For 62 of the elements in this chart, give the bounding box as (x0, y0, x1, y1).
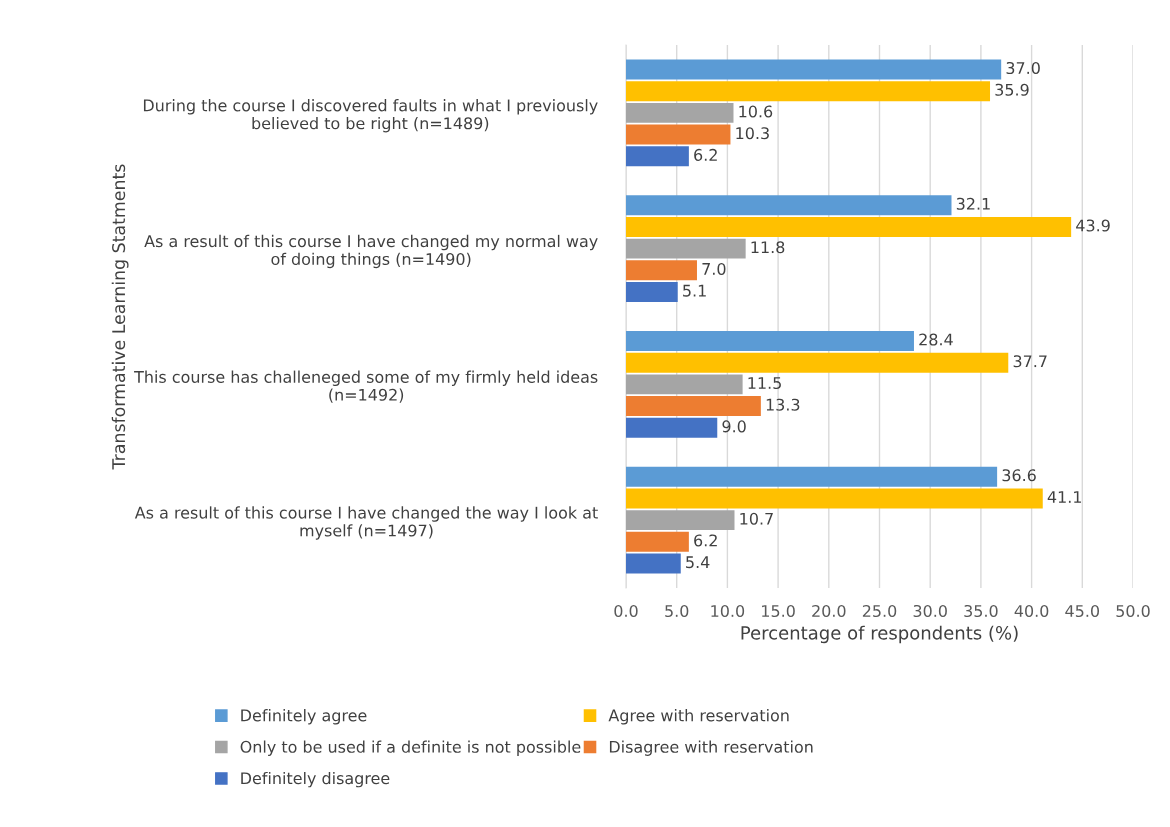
bar (626, 553, 681, 574)
x-tick-label: 50.0 (1116, 604, 1150, 618)
y-tick-label: As a result of this course I have changed the way I look at myself (n=1497) (134, 506, 598, 540)
x-tick-label: 30.0 (913, 604, 947, 618)
bar (626, 81, 991, 102)
data-label: 13.3 (766, 398, 800, 411)
legend-label: Agree with reservation (608, 709, 789, 725)
bar (626, 466, 998, 487)
bar (626, 260, 697, 281)
data-label: 35.9 (995, 83, 1029, 96)
x-tick-label: 5.0 (665, 604, 689, 618)
x-tick-label: 0.0 (614, 604, 638, 618)
bar (626, 352, 1009, 373)
legend-label: Definitely disagree (241, 771, 390, 788)
data-label: 37.0 (1006, 61, 1040, 75)
x-tick-label: 45.0 (1065, 604, 1100, 618)
data-label: 5.1 (683, 284, 706, 297)
y-axis-title: Transformative Learning Statments (111, 164, 129, 470)
x-tick-label: 15.0 (762, 604, 795, 618)
legend-label: Disagree with reservation (609, 740, 813, 756)
bar (626, 195, 952, 216)
bar (626, 510, 735, 531)
x-tick-label: 20.0 (812, 604, 846, 618)
data-label: 7.0 (702, 262, 726, 275)
data-label: 37.7 (1013, 355, 1047, 368)
legend-label: Only to be used if a definite is not possible (240, 740, 581, 756)
data-label: 6.2 (694, 534, 717, 547)
data-label: 10.7 (740, 512, 773, 525)
data-label: 43.9 (1076, 219, 1110, 232)
data-label: 41.1 (1047, 491, 1082, 503)
data-label: 32.1 (956, 197, 990, 210)
data-label: 5.4 (686, 556, 710, 569)
data-label: 36.6 (1002, 469, 1036, 482)
x-tick-label: 40.0 (1014, 604, 1049, 618)
data-label: 28.4 (919, 333, 953, 346)
bar (626, 488, 1043, 509)
y-tick-label: During the course I discovered faults in what I previously believed to be right (n=1489) (143, 99, 598, 133)
bar (626, 59, 1002, 80)
y-tick-label: As a result of this course I have changed my normal way of doing things (n=1490) (144, 234, 598, 269)
x-axis-title: Percentage of respondents (%) (741, 625, 1018, 644)
bar (626, 216, 1072, 237)
bar (626, 282, 678, 303)
bar (626, 396, 761, 417)
data-label: 11.5 (748, 377, 781, 390)
data-label: 10.6 (739, 105, 773, 118)
x-tick-label: 35.0 (964, 604, 998, 618)
data-label: 11.8 (751, 241, 785, 254)
x-tick-label: 10.0 (711, 604, 745, 618)
data-label: 10.3 (736, 127, 769, 140)
data-label: 9.0 (722, 420, 746, 433)
x-tick-label: 25.0 (862, 604, 897, 618)
bar (626, 330, 914, 351)
bar (626, 124, 731, 145)
y-tick-label: This course has challeneged some of my firmly held ideas (n=1492) (134, 370, 598, 403)
bar (626, 146, 689, 167)
bar (626, 238, 746, 259)
legend-label: Definitely agree (241, 709, 367, 725)
data-label: 6.2 (694, 148, 717, 161)
bar (626, 102, 734, 123)
bar (626, 374, 743, 395)
bar (626, 417, 718, 438)
bar (626, 531, 689, 552)
